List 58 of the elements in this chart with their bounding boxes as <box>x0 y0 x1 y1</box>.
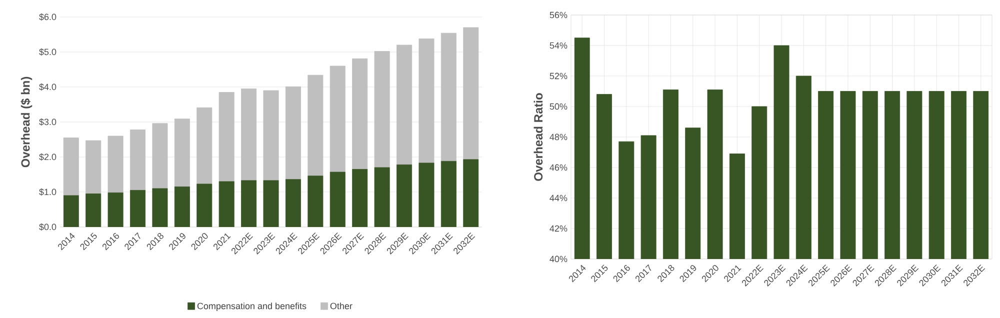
bar <box>352 58 368 170</box>
y-tick-label: 46% <box>550 164 568 171</box>
bar <box>174 186 190 227</box>
bar <box>330 172 346 227</box>
bar <box>130 129 146 190</box>
bar <box>308 74 324 176</box>
y-tick-label: 56% <box>550 12 568 18</box>
bar <box>196 184 212 227</box>
bar <box>196 107 212 184</box>
bar <box>86 140 102 194</box>
legend-label: Compensation and benefits <box>197 302 306 311</box>
y-tick-label: $3.0 <box>39 118 56 126</box>
bar <box>440 32 456 162</box>
bar <box>241 180 257 227</box>
bar <box>396 164 412 227</box>
y-tick-label: 50% <box>550 103 568 110</box>
bar <box>63 138 79 196</box>
bar <box>241 88 257 181</box>
bar <box>418 162 434 227</box>
y-tick-label: 54% <box>550 42 568 49</box>
bar <box>463 159 479 227</box>
y-tick-label: 48% <box>550 134 568 140</box>
y-axis-title: Overhead Ratio <box>534 93 543 181</box>
bar <box>308 176 324 227</box>
y-tick-label: $6.0 <box>39 13 56 21</box>
y-tick-label: 40% <box>550 256 568 262</box>
bar <box>330 66 346 172</box>
y-tick-label: $5.0 <box>39 48 56 56</box>
bar <box>396 44 412 165</box>
bar <box>86 194 102 227</box>
bar <box>374 167 390 227</box>
bar <box>63 195 79 227</box>
bar <box>130 190 146 227</box>
bar <box>285 179 301 227</box>
bar <box>463 27 479 160</box>
bar <box>152 123 168 189</box>
y-tick-label: 52% <box>550 72 568 80</box>
y-tick-label: $0.0 <box>39 223 56 231</box>
bar <box>152 188 168 227</box>
bar <box>263 90 279 181</box>
y-tick-label: 42% <box>550 225 568 232</box>
bar <box>285 86 301 180</box>
bar <box>440 160 456 227</box>
legend-label: Other <box>330 302 352 310</box>
bar <box>352 169 368 227</box>
bar <box>218 181 234 227</box>
bar <box>108 136 124 193</box>
y-tick-label: 44% <box>550 194 568 202</box>
y-tick-label: $1.0 <box>39 188 56 196</box>
y-tick-label: $2.0 <box>39 153 56 161</box>
y-tick-label: $4.0 <box>39 83 56 91</box>
bar <box>374 51 390 168</box>
y-axis-title: Overhead ($ bn) <box>20 76 32 168</box>
bar <box>218 92 234 182</box>
bar <box>174 118 190 187</box>
bar <box>108 192 124 227</box>
bar <box>263 180 279 227</box>
bar <box>418 38 434 164</box>
